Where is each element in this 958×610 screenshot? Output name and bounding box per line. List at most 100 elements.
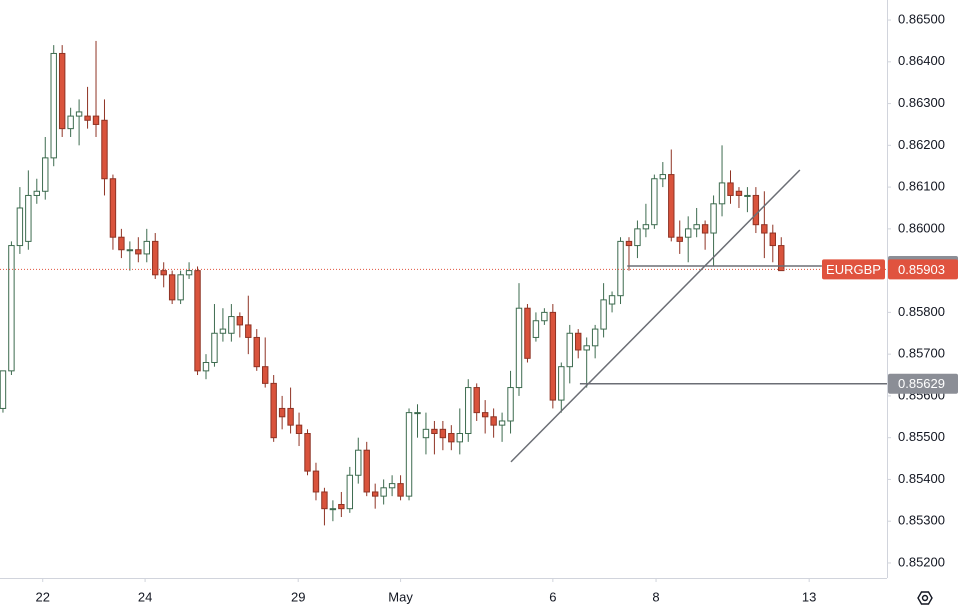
candle-body	[659, 174, 667, 180]
candle-body	[312, 470, 320, 493]
candle-body	[177, 274, 184, 301]
settings-center[interactable]	[921, 594, 929, 602]
candle-body	[152, 240, 159, 276]
candle-body	[727, 182, 734, 196]
candle-body	[498, 420, 506, 426]
candle-body	[270, 382, 277, 439]
price-label: 0.85903	[898, 262, 945, 277]
candle-body	[321, 491, 328, 510]
candle-body	[304, 433, 311, 472]
y-tick-label: 0.85700	[898, 346, 945, 361]
candle-body	[126, 249, 134, 252]
candle-body	[473, 387, 480, 414]
x-tick-label: 24	[138, 589, 152, 604]
candle-body	[329, 508, 337, 511]
candle-body	[591, 328, 599, 347]
candle-body	[693, 224, 700, 230]
candle-body	[228, 316, 235, 334]
candle-body	[541, 311, 548, 322]
x-tick-label: May	[388, 589, 413, 604]
candle-body	[422, 428, 430, 439]
candle-body	[744, 194, 751, 197]
candle-body	[245, 324, 252, 338]
candle-body	[778, 245, 785, 272]
candle-body	[625, 240, 633, 247]
level-price-box	[888, 373, 958, 394]
candle-body	[194, 270, 201, 372]
candle-body	[58, 52, 66, 130]
candle-body	[405, 412, 413, 497]
y-tick-label: 0.85800	[898, 304, 945, 319]
candle-body	[524, 307, 531, 359]
candle-body	[701, 224, 709, 234]
y-tick-label: 0.86500	[898, 11, 945, 26]
candle-body	[185, 270, 193, 276]
y-tick-label: 0.86200	[898, 137, 945, 152]
candle-body	[143, 240, 150, 255]
x-tick-label: 13	[802, 589, 816, 604]
candle-body	[600, 299, 607, 330]
candle-body	[363, 449, 370, 493]
candle-body	[617, 240, 624, 297]
candle-body	[575, 332, 582, 351]
candle-body	[549, 311, 557, 401]
candle-body	[262, 366, 269, 384]
candle-body	[634, 228, 641, 247]
candle-body	[431, 428, 438, 435]
candle-body	[160, 270, 167, 276]
candle-body	[608, 295, 616, 305]
candle-body	[118, 236, 125, 251]
candle-body	[75, 111, 83, 117]
candle-body	[101, 119, 108, 180]
trendline	[510, 169, 801, 463]
candle-body	[761, 224, 768, 234]
settings-hexagon[interactable]	[917, 591, 933, 605]
candle-body	[0, 370, 7, 409]
candle-body	[295, 424, 303, 435]
candle-body	[397, 483, 404, 497]
y-tick-label: 0.86000	[898, 220, 945, 235]
candle-body	[346, 474, 354, 510]
y-tick-label: 0.86100	[898, 179, 945, 194]
y-tick-label: 0.86400	[898, 53, 945, 68]
symbol-label: EURGBP	[826, 262, 881, 277]
candle-body	[236, 316, 244, 326]
candle-body	[338, 503, 345, 510]
candle-body	[388, 483, 396, 489]
x-tick-label: 8	[652, 589, 659, 604]
candle-body	[752, 194, 760, 226]
candle-body	[84, 115, 91, 121]
y-tick-label: 0.85300	[898, 513, 945, 528]
candle-body	[668, 174, 675, 238]
candle-body	[355, 449, 362, 476]
candle-body	[642, 224, 650, 230]
candle-body	[67, 115, 74, 130]
candle-body	[456, 433, 463, 443]
y-tick-label: 0.85400	[898, 471, 945, 486]
candle-body	[16, 207, 24, 247]
candle-body	[735, 190, 743, 196]
candle-body	[684, 228, 692, 238]
candle-body	[507, 387, 514, 422]
candle-body	[253, 336, 260, 368]
candle-body	[109, 178, 117, 238]
candle-body	[481, 412, 489, 418]
candle-body	[25, 194, 32, 242]
candle-body	[566, 332, 573, 368]
candle-body	[515, 307, 523, 389]
candle-body	[211, 332, 218, 364]
y-tick-label: 0.86300	[898, 95, 945, 110]
candle-body	[769, 232, 777, 247]
candle-body	[202, 362, 210, 372]
settings-icon[interactable]	[917, 591, 933, 605]
candle-body	[278, 407, 286, 418]
x-tick-label: 6	[549, 589, 556, 604]
candle-body	[92, 115, 100, 125]
y-tick-label: 0.85200	[898, 554, 945, 569]
candle-body	[219, 328, 227, 334]
x-tick-label: 29	[291, 589, 305, 604]
candle-body	[380, 487, 387, 497]
candle-body	[718, 182, 726, 205]
candle-body	[414, 412, 421, 415]
